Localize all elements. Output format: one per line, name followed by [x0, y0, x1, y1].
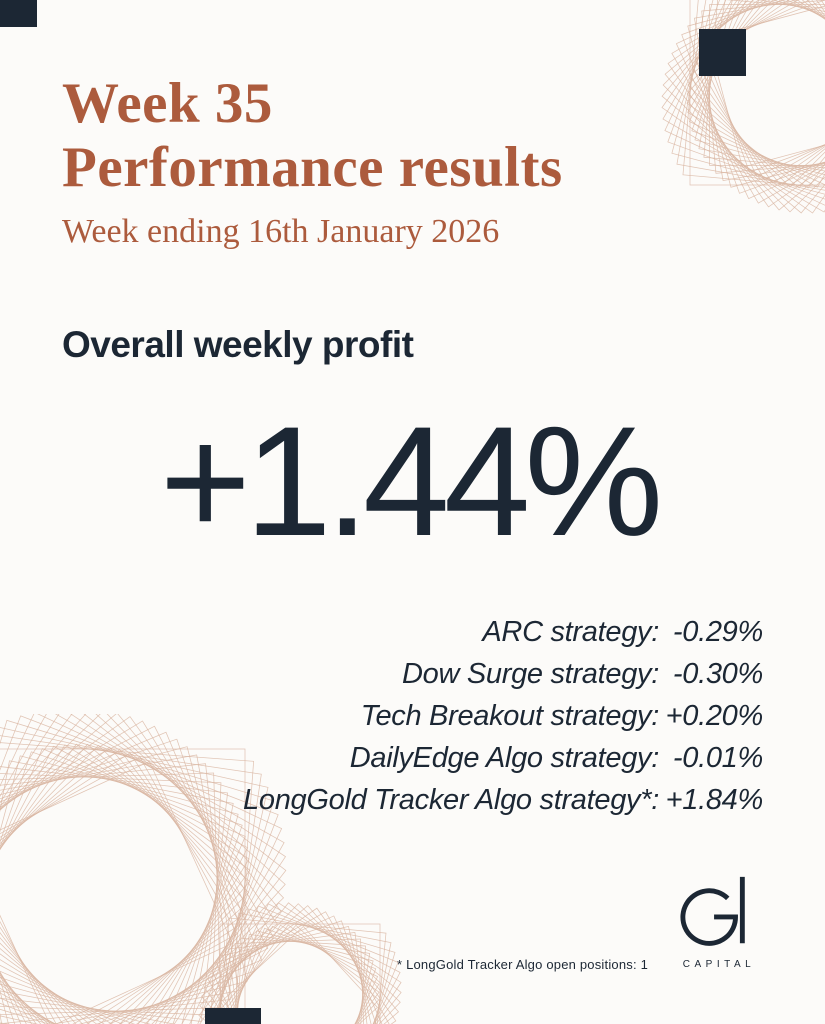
strategy-label: LongGold Tracker Algo strategy*:	[243, 784, 659, 816]
strategy-value: +0.20%	[665, 700, 764, 732]
logo-caption: CAPITAL	[682, 959, 756, 970]
strategy-row: LongGold Tracker Algo strategy*: +1.84%	[243, 784, 763, 826]
page-title: Week 35 Performance results	[62, 72, 563, 200]
strategy-label: DailyEdge Algo strategy:	[349, 742, 660, 774]
logo: CAPITAL	[667, 874, 767, 970]
strategy-value: +1.84%	[665, 784, 764, 816]
strategy-row: Dow Surge strategy: -0.30%	[243, 658, 763, 700]
strategy-value: -0.30%	[672, 658, 763, 690]
g-capital-logo-icon	[680, 876, 745, 946]
title-line-week: Week 35	[62, 72, 273, 135]
strategy-value: -0.29%	[672, 616, 763, 648]
corner-mark-top-right	[699, 29, 746, 76]
strategy-value: -0.01%	[672, 742, 763, 774]
strategy-row: DailyEdge Algo strategy: -0.01%	[243, 742, 764, 784]
header: Week 35 Performance results Week ending …	[62, 72, 563, 251]
title-line-results: Performance results	[62, 135, 563, 199]
corner-mark-bottom	[205, 1008, 261, 1024]
week-ending-subtitle: Week ending 16th January 2026	[62, 212, 500, 250]
strategy-results-list: ARC strategy: -0.29% Dow Surge strategy: -0…	[243, 616, 763, 826]
corner-mark-top-left	[0, 0, 37, 27]
overall-profit-value: +1.44%	[159, 395, 663, 569]
footnote: * LongGold Tracker Algo open positions: …	[397, 957, 649, 972]
strategy-label: Dow Surge strategy:	[401, 658, 659, 690]
overall-profit-label: Overall weekly profit	[62, 324, 414, 365]
strategy-row: ARC strategy: -0.29%	[243, 616, 763, 658]
strategy-label: ARC strategy:	[482, 616, 659, 648]
strategy-label: Tech Breakout strategy:	[360, 700, 660, 732]
strategy-row: Tech Breakout strategy: +0.20%	[243, 700, 764, 742]
